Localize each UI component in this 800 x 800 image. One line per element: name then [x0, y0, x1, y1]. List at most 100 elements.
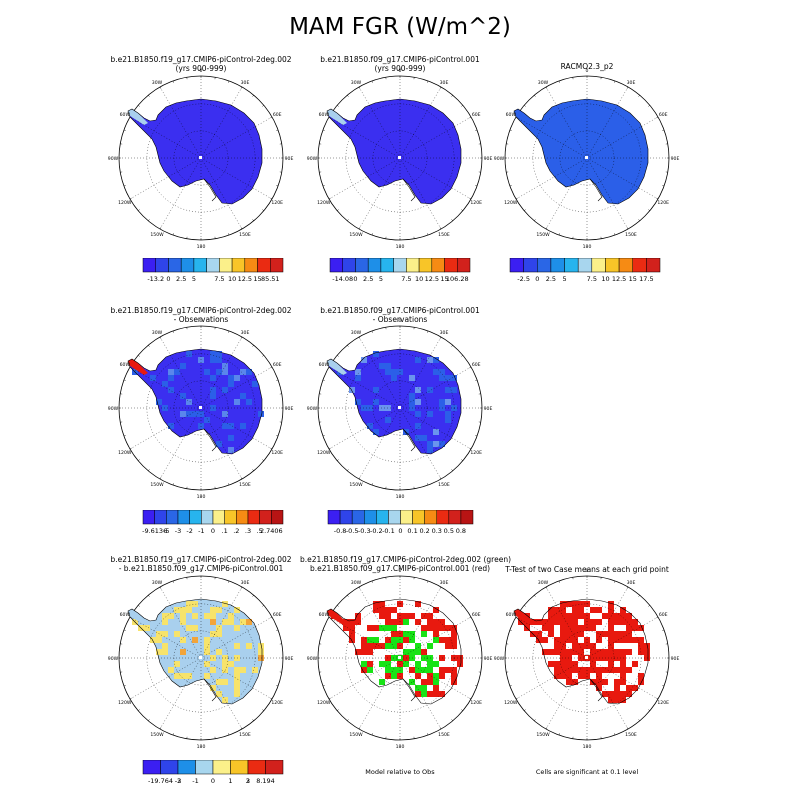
edge-tick: [270, 616, 273, 619]
grid-cell: [252, 667, 258, 673]
peninsula-fill: [327, 609, 347, 625]
colorbar-swatch: [339, 509, 353, 525]
grid-cell: [596, 637, 602, 643]
pole-marker: [199, 406, 202, 409]
edge-tick: [252, 219, 254, 221]
edge-tick: [123, 435, 126, 437]
grid-cell: [379, 679, 385, 685]
colorbar-tick-label: 7.5: [587, 275, 597, 283]
grid-cell: [548, 631, 554, 637]
grid-cell: [373, 607, 379, 613]
grid-cell: [451, 667, 457, 673]
grid-cell: [156, 649, 162, 655]
colorbar-tick-label: .1: [222, 527, 228, 535]
edge-tick: [138, 605, 140, 607]
grid-cell: [379, 363, 385, 369]
grid-cell: [566, 661, 572, 667]
grid-cell: [560, 637, 566, 643]
grid-cell: [433, 619, 439, 625]
grid-cell: [596, 673, 602, 679]
panel-7-title-line-1: b.e21.B1850.f19_g17.CMIP6-piControl-2deg…: [300, 555, 512, 564]
edge-tick: [123, 185, 126, 187]
colorbar-swatch: [224, 509, 237, 525]
grid-cell: [548, 661, 554, 667]
grid-cell: [222, 387, 228, 393]
colorbar-tick-label: 3: [246, 777, 250, 785]
longitude-label: 60W: [319, 612, 330, 618]
grid-cell: [638, 643, 644, 649]
panel-3-title-line-2: RACMO2.3_p2: [560, 62, 614, 71]
colorbar-tick-label: .2: [233, 527, 239, 535]
grid-cell: [258, 649, 264, 655]
grid-cell: [409, 637, 415, 643]
pole-marker: [199, 156, 202, 159]
grid-cell: [614, 649, 620, 655]
edge-tick: [347, 219, 349, 221]
edge-tick: [123, 685, 126, 687]
map-panel-6: 0 30E 60E 90E 120E 150E 180 150W 120W 90W 60W 30W: [106, 563, 296, 753]
edge-tick: [461, 355, 463, 357]
grid-cell: [385, 613, 391, 619]
grid-cell: [204, 417, 210, 423]
edge-tick: [558, 233, 560, 236]
colorbar-tick-label: 5: [562, 275, 566, 283]
longitude-label: 60E: [472, 362, 481, 368]
grid-cell: [204, 643, 210, 649]
polar-map-svg: 0 30E 60E 90E 120E 150E 180 150W 120W 90W 60W 30W: [108, 568, 294, 750]
grid-cell: [566, 601, 572, 607]
longitude-label: 120W: [317, 200, 331, 206]
edge-tick: [626, 727, 629, 730]
coastline: [127, 98, 263, 205]
colorbar-tick-label: -0.1: [382, 527, 395, 535]
grid-cell: [204, 673, 210, 679]
edge-tick: [172, 733, 174, 736]
edge-tick: [322, 185, 325, 187]
grid-cell: [427, 441, 433, 447]
grid-cell: [409, 399, 415, 405]
grid-cell: [150, 375, 156, 381]
colorbar-tick-label: -3: [175, 527, 181, 535]
grid-cell: [415, 649, 421, 655]
grid-cell: [590, 619, 596, 625]
grid-cell: [602, 613, 608, 619]
colorbar-swatch: [236, 509, 249, 525]
colorbar-tick-label: 0.5: [444, 527, 454, 535]
colorbar-swatch: [355, 257, 369, 273]
longitude-label: 60E: [273, 612, 282, 618]
grid-cell: [415, 691, 421, 697]
edge-tick: [626, 86, 629, 89]
edge-tick: [614, 233, 616, 236]
grid-cell: [210, 667, 216, 673]
colorbar-swatch: [550, 257, 565, 273]
edge-tick: [328, 616, 331, 619]
panel-2-title-line-1: b.e21.B1850.f09_g17.CMIP6-piControl.001: [320, 55, 480, 64]
grid-cell: [192, 625, 198, 631]
grid-cell: [572, 679, 578, 685]
edge-tick: [252, 595, 254, 597]
grid-cell: [240, 393, 246, 399]
longitude-label: 120E: [271, 450, 283, 456]
grid-cell: [608, 661, 614, 667]
edge-tick: [228, 733, 230, 736]
grid-cell: [578, 607, 584, 613]
edge-tick: [558, 580, 560, 583]
grid-cell: [385, 661, 391, 667]
grid-cell: [566, 673, 572, 679]
ice-shelf-line: [203, 428, 217, 452]
colorbar-tick-label: 8.194: [256, 777, 275, 785]
grid-cell: [222, 423, 228, 429]
grid-cell: [210, 685, 216, 691]
panel-2-title: b.e21.B1850.f09_g17.CMIP6-piControl.001 …: [300, 55, 500, 73]
colorbar-swatch: [206, 257, 220, 273]
map-panel-2: 0 30E 60E 90E 120E 150E 180 150W 120W 90W 60W 30W: [305, 63, 495, 253]
colorbar-panel-3: -2.5 0 2.5 5 7.5 10 12.5 15 17.5: [500, 257, 670, 290]
colorbar-swatch: [189, 509, 202, 525]
grid-cell: [222, 679, 228, 685]
grid-cell: [234, 679, 240, 685]
colorbar-swatch: [591, 257, 606, 273]
panel-1-title-line-1: b.e21.B1850.f19_g17.CMIP6-piControl-2deg…: [110, 55, 292, 64]
panel-2-title-line-2: (yrs 900-999): [374, 64, 426, 73]
edge-tick: [656, 616, 659, 619]
panel-4-title: b.e21.B1850.f19_g17.CMIP6-piControl-2deg…: [101, 306, 301, 324]
peninsula-fill: [514, 609, 534, 625]
